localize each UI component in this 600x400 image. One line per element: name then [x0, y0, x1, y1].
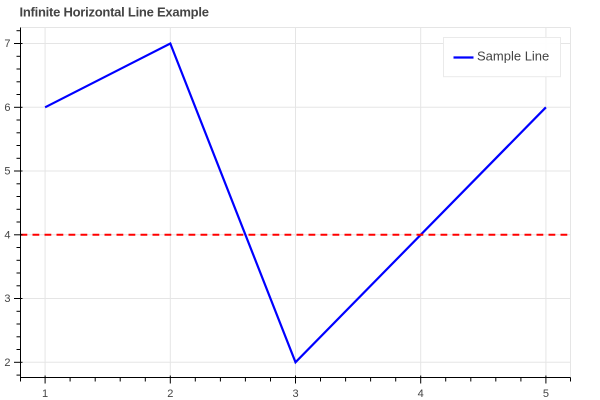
svg-text:Sample Line: Sample Line: [477, 49, 549, 64]
svg-text:4: 4: [4, 229, 10, 241]
svg-text:2: 2: [167, 388, 173, 400]
svg-text:5: 5: [4, 166, 10, 178]
svg-text:Infinite Horizontal Line Examp: Infinite Horizontal Line Example: [20, 4, 209, 19]
svg-text:7: 7: [4, 38, 10, 50]
svg-text:6: 6: [4, 102, 10, 114]
svg-text:3: 3: [4, 293, 10, 305]
svg-text:4: 4: [418, 388, 424, 400]
svg-text:5: 5: [543, 388, 549, 400]
svg-text:1: 1: [42, 388, 48, 400]
svg-text:3: 3: [292, 388, 298, 400]
svg-text:2: 2: [4, 357, 10, 369]
